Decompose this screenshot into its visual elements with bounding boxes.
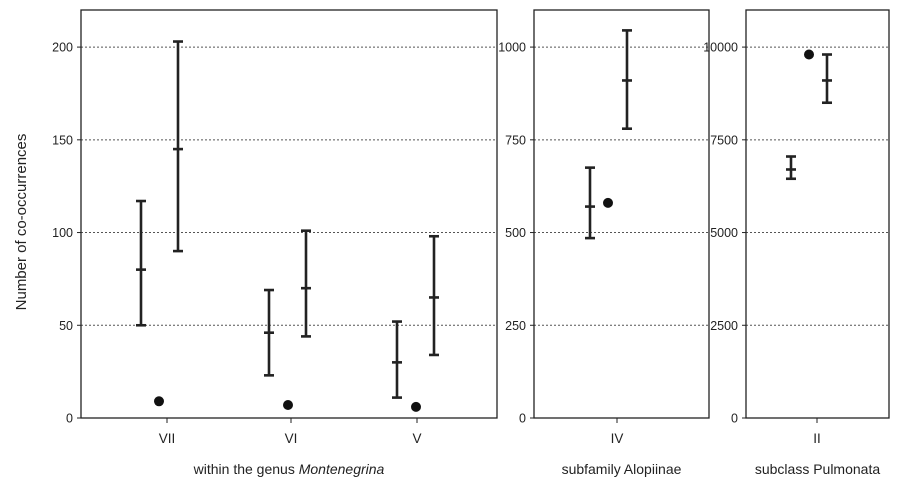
error-bar: [173, 40, 183, 253]
error-bar: [822, 53, 832, 105]
error-bar: [622, 29, 632, 130]
panel-label-italic: Montenegrina: [299, 461, 385, 477]
category-label: VII: [159, 431, 176, 446]
error-bar: [786, 155, 796, 181]
y-tick-label: 50: [59, 319, 73, 333]
y-tick-label: 7500: [710, 133, 738, 147]
panel-frame: [745, 9, 890, 419]
category-label: V: [412, 431, 421, 446]
y-tick-label: 150: [52, 133, 73, 147]
y-tick-label: 500: [505, 226, 526, 240]
observed-point: [154, 396, 164, 407]
panel-3: 0 2500 5000 7500 10000 II subclass Pulmonata: [703, 9, 890, 477]
panel-label: subclass Pulmonata: [755, 461, 881, 477]
category-label: VI: [285, 431, 298, 446]
y-tick-label: 200: [52, 41, 73, 55]
y-tick-label: 0: [66, 412, 73, 426]
y-tick-label: 5000: [710, 226, 738, 240]
y-tick-label: 10000: [703, 41, 738, 55]
y-axis-title: Number of co-occurrences: [13, 134, 30, 311]
error-bar: [136, 199, 146, 327]
panel-2: 0 250 500 750 1000 IV subfamily Alopiinae: [498, 9, 710, 477]
y-tick-label: 100: [52, 226, 73, 240]
panel-label-text: subclass Pulmonata: [755, 461, 881, 477]
observed-point: [603, 197, 613, 208]
observed-point: [411, 401, 421, 412]
category-label: II: [813, 431, 821, 446]
y-tick-label: 0: [731, 412, 738, 426]
y-tick-label: 2500: [710, 319, 738, 333]
error-bar: [392, 320, 402, 399]
category-label: IV: [611, 431, 624, 446]
observed-point: [283, 400, 293, 411]
panel-frame: [533, 9, 710, 419]
y-tick-label: 0: [519, 412, 526, 426]
error-bar: [301, 229, 311, 338]
panel-label: within the genus Montenegrina: [193, 461, 385, 477]
panel-label-text: subfamily Alopiinae: [562, 461, 682, 477]
error-bar: [429, 234, 439, 357]
panel-frame: [80, 9, 498, 419]
error-bar: [264, 288, 274, 377]
y-tick-label: 1000: [498, 41, 526, 55]
y-tick-label: 750: [505, 133, 526, 147]
panel-label: subfamily Alopiinae: [562, 461, 682, 477]
panel-label-text: within the genus: [193, 461, 299, 477]
observed-point: [804, 49, 814, 60]
error-bar: [585, 166, 595, 240]
y-tick-label: 250: [505, 319, 526, 333]
